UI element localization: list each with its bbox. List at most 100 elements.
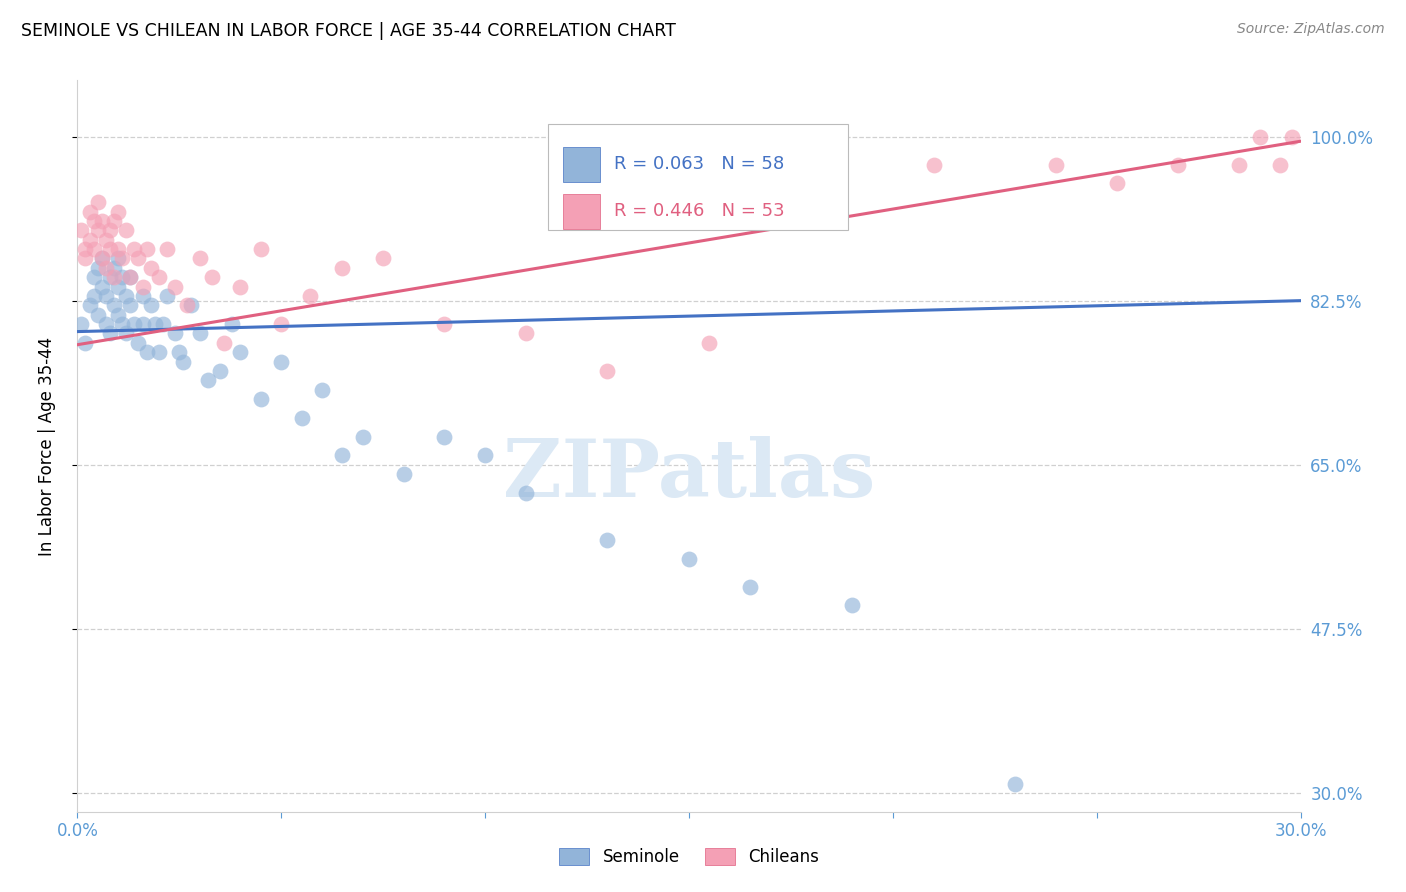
Point bbox=[98, 223, 121, 237]
Point bbox=[229, 279, 252, 293]
Point bbox=[392, 467, 415, 482]
Point bbox=[1249, 129, 1271, 144]
Point bbox=[197, 373, 219, 387]
Point bbox=[474, 449, 496, 463]
Point bbox=[298, 289, 321, 303]
Point bbox=[212, 335, 235, 350]
Point bbox=[678, 551, 700, 566]
Point bbox=[148, 345, 170, 359]
Text: R = 0.446   N = 53: R = 0.446 N = 53 bbox=[614, 202, 785, 220]
Point bbox=[111, 252, 134, 266]
Point bbox=[800, 167, 823, 181]
Point bbox=[107, 252, 129, 266]
Legend: Seminole, Chileans: Seminole, Chileans bbox=[553, 841, 825, 873]
Point bbox=[115, 326, 138, 341]
Point bbox=[172, 354, 194, 368]
Point bbox=[75, 242, 97, 256]
Point bbox=[79, 233, 101, 247]
Point bbox=[79, 204, 101, 219]
Point bbox=[107, 204, 129, 219]
Point bbox=[596, 364, 619, 378]
Point bbox=[188, 326, 211, 341]
Point bbox=[103, 260, 125, 275]
Point bbox=[332, 449, 354, 463]
Point bbox=[103, 270, 125, 285]
Point bbox=[90, 279, 112, 293]
Point bbox=[98, 270, 121, 285]
Point bbox=[94, 260, 117, 275]
Point bbox=[75, 252, 97, 266]
Point bbox=[433, 317, 456, 331]
Point bbox=[90, 252, 112, 266]
Point bbox=[332, 260, 354, 275]
Point bbox=[291, 410, 314, 425]
Point bbox=[87, 195, 110, 210]
Point bbox=[221, 317, 243, 331]
Point bbox=[1004, 776, 1026, 790]
Point bbox=[115, 289, 138, 303]
Point bbox=[1045, 158, 1067, 172]
Text: Source: ZipAtlas.com: Source: ZipAtlas.com bbox=[1237, 22, 1385, 37]
Point bbox=[270, 354, 292, 368]
Point bbox=[270, 317, 292, 331]
Point bbox=[103, 298, 125, 312]
Point bbox=[165, 279, 187, 293]
Point bbox=[841, 599, 863, 613]
Point bbox=[433, 429, 456, 443]
Point bbox=[201, 270, 224, 285]
Point bbox=[515, 486, 537, 500]
Point bbox=[1281, 129, 1303, 144]
Point bbox=[180, 298, 202, 312]
Point bbox=[115, 223, 138, 237]
Point bbox=[94, 233, 117, 247]
Point bbox=[83, 214, 105, 228]
Point bbox=[165, 326, 187, 341]
Point bbox=[87, 308, 110, 322]
Point bbox=[107, 308, 129, 322]
Point bbox=[131, 279, 153, 293]
Point bbox=[135, 345, 157, 359]
Point bbox=[120, 270, 142, 285]
Y-axis label: In Labor Force | Age 35-44: In Labor Force | Age 35-44 bbox=[38, 336, 56, 556]
Point bbox=[103, 214, 125, 228]
Point bbox=[111, 317, 134, 331]
Text: R = 0.063   N = 58: R = 0.063 N = 58 bbox=[614, 155, 785, 173]
Point bbox=[596, 533, 619, 547]
Point bbox=[79, 298, 101, 312]
Point bbox=[371, 252, 394, 266]
Point bbox=[131, 317, 153, 331]
Point bbox=[87, 260, 110, 275]
Point bbox=[90, 214, 112, 228]
Point bbox=[70, 317, 93, 331]
Point bbox=[740, 580, 762, 594]
Point bbox=[98, 326, 121, 341]
Point bbox=[1107, 177, 1129, 191]
Point bbox=[352, 429, 374, 443]
FancyBboxPatch shape bbox=[562, 194, 599, 228]
Point bbox=[139, 298, 162, 312]
Point bbox=[94, 289, 117, 303]
Point bbox=[135, 242, 157, 256]
Point bbox=[128, 335, 150, 350]
Point bbox=[229, 345, 252, 359]
Point bbox=[156, 242, 179, 256]
Point bbox=[128, 252, 150, 266]
Point bbox=[75, 335, 97, 350]
Point bbox=[111, 270, 134, 285]
Point bbox=[124, 242, 146, 256]
Point bbox=[156, 289, 179, 303]
Point bbox=[699, 335, 721, 350]
Text: SEMINOLE VS CHILEAN IN LABOR FORCE | AGE 35-44 CORRELATION CHART: SEMINOLE VS CHILEAN IN LABOR FORCE | AGE… bbox=[21, 22, 676, 40]
Point bbox=[98, 242, 121, 256]
Point bbox=[250, 242, 273, 256]
Point bbox=[94, 317, 117, 331]
FancyBboxPatch shape bbox=[548, 124, 848, 230]
Point bbox=[87, 223, 110, 237]
Point bbox=[107, 242, 129, 256]
Point bbox=[922, 158, 945, 172]
Point bbox=[152, 317, 174, 331]
Point bbox=[1229, 158, 1251, 172]
Point bbox=[120, 298, 142, 312]
FancyBboxPatch shape bbox=[562, 147, 599, 182]
Point bbox=[139, 260, 162, 275]
